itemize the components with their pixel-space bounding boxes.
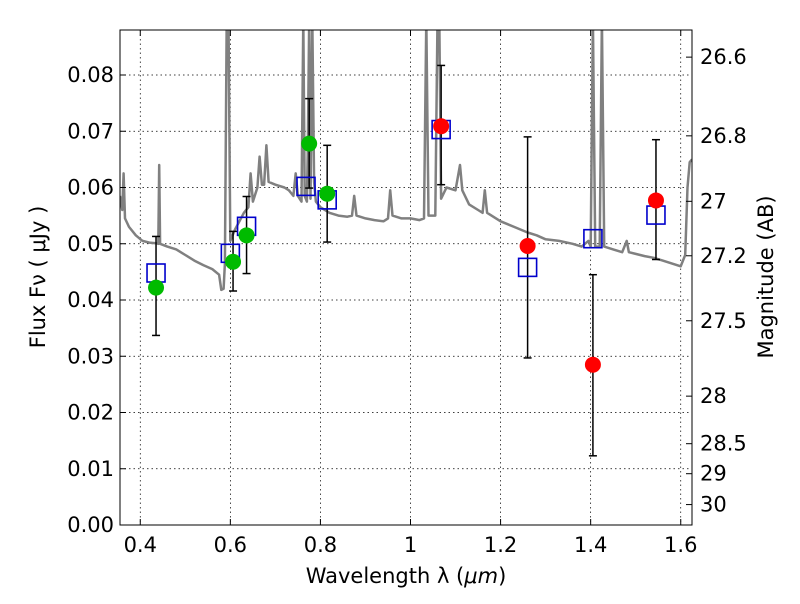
plot-frame (119, 29, 693, 526)
x-axis-label-unit: μm (463, 564, 498, 588)
y-tick-label: 0.06 (67, 176, 114, 200)
y-tick-label: 0.07 (67, 119, 114, 143)
x-tick-label: 1 (404, 533, 417, 557)
x-tick-label: 0.4 (124, 533, 157, 557)
observed-point-nir (584, 356, 601, 373)
y-axis-label: Flux Fν ( μJy ) (26, 206, 50, 349)
x-tick-label: 1.2 (484, 533, 517, 557)
y2-tick-label: 27 (700, 189, 727, 213)
model-photometry-square (296, 176, 316, 197)
y2-tick-label: 26.6 (700, 45, 747, 69)
observed-point-nir (519, 238, 536, 254)
model-photometry-square (517, 257, 538, 278)
observed-point-nir (433, 118, 450, 135)
sed-template-line (120, 30, 692, 292)
x-axis-label: Wavelength λ (μm) (306, 564, 507, 588)
observed-dot-layer (148, 118, 664, 373)
y2-tick-label: 27.2 (700, 244, 747, 268)
y-tick-label: 0.05 (67, 232, 114, 256)
x-axis-label-prefix: Wavelength λ ( (306, 564, 465, 588)
observed-point-optical (148, 279, 165, 296)
model-square-layer (146, 119, 666, 283)
y-tick-label: 0.02 (67, 401, 114, 425)
y-tick-label: 0.03 (67, 344, 114, 368)
grid (120, 30, 692, 526)
x-tick-label: 1.4 (574, 533, 607, 557)
y-tick-label: 0.04 (67, 288, 114, 312)
x-axis-ticks: 0.4 0.6 0.8 1 1.2 1.4 1.6 (124, 30, 697, 557)
observed-point-optical (301, 135, 318, 152)
x-tick-label: 0.8 (304, 533, 337, 557)
observed-point-optical (238, 227, 255, 244)
sed-template-layer (120, 30, 692, 292)
y-tick-label: 0.01 (67, 457, 114, 481)
y2-axis-label: Magnitude (AB) (754, 195, 778, 358)
observed-point-optical (225, 253, 242, 270)
plot-background (120, 30, 692, 525)
observed-point-optical (319, 185, 336, 202)
x-tick-label: 1.6 (664, 533, 697, 557)
y2-tick-label: 28 (700, 384, 727, 408)
y2-axis-ticks: 26.6 26.8 27 27.2 27.5 28 28.5 29 30 (686, 45, 747, 517)
y2-tick-label: 28.5 (700, 432, 747, 456)
x-tick-label: 0.6 (214, 533, 247, 557)
y-tick-label: 0.08 (67, 63, 114, 87)
y2-tick-label: 26.8 (700, 124, 747, 148)
y-axis-ticks: 0.00 0.01 0.02 0.03 0.04 0.05 0.06 0.07 0.08 (67, 63, 126, 537)
observed-point-nir (647, 192, 664, 209)
x-axis-label-suffix: ) (498, 564, 506, 588)
y2-tick-label: 29 (700, 462, 727, 486)
model-photometry-square (583, 228, 603, 249)
y2-tick-label: 30 (700, 493, 727, 517)
y2-tick-label: 27.5 (700, 309, 747, 333)
y-tick-label: 0.00 (67, 513, 114, 537)
